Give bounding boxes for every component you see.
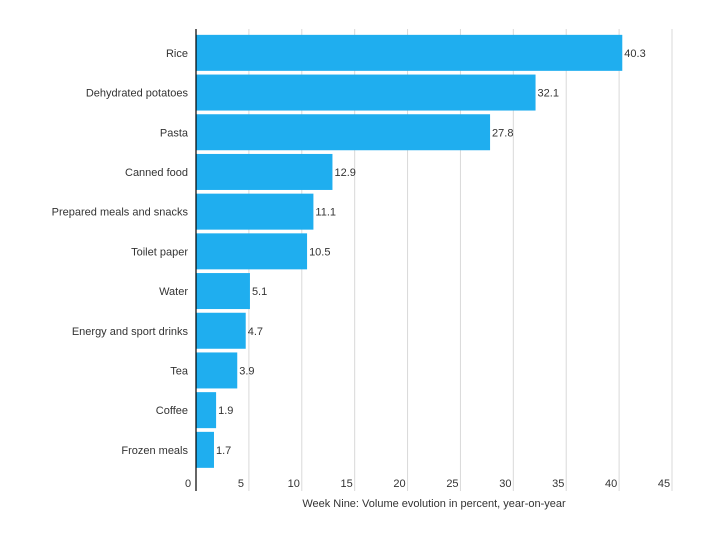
data-label: 32.1: [538, 88, 559, 100]
bar: [196, 273, 250, 310]
x-tick-label: 30: [499, 478, 511, 490]
data-label: 12.9: [334, 167, 355, 179]
x-tick-label: 35: [552, 478, 564, 490]
data-label: 40.3: [624, 48, 645, 60]
category-label: Pasta: [160, 127, 189, 139]
category-label: Energy and sport drinks: [72, 326, 189, 338]
data-label: 3.9: [239, 365, 254, 377]
category-label: Tea: [170, 365, 189, 377]
data-label: 4.7: [248, 326, 263, 338]
category-label: Water: [159, 286, 188, 298]
x-tick-label: 40: [605, 478, 617, 490]
x-axis-title: Week Nine: Volume evolution in percent, …: [302, 498, 566, 510]
x-tick-label: 20: [393, 478, 405, 490]
bar: [196, 114, 491, 151]
bar: [196, 74, 536, 111]
bars: [196, 34, 623, 468]
data-label: 10.5: [309, 246, 330, 258]
x-tick-label: 15: [341, 478, 353, 490]
value-labels: 40.3 32.1 27.8 12.9 11.1 10.5 5.1 4.7 3.9 1.9 1.7: [216, 48, 646, 457]
bar: [196, 153, 333, 190]
bar: [196, 431, 214, 468]
bar: [196, 34, 623, 71]
x-tick-label: 0: [185, 478, 191, 490]
bar: [196, 193, 314, 230]
bar: [196, 312, 246, 349]
category-label: Toilet paper: [131, 246, 188, 258]
category-label: Frozen meals: [121, 445, 188, 457]
category-label: Canned food: [125, 167, 188, 179]
x-tick-labels: 0 5 10 15 20 25 30 35 40 45: [185, 478, 670, 490]
category-label: Rice: [166, 48, 188, 60]
data-label: 1.9: [218, 405, 233, 417]
category-label: Coffee: [156, 405, 188, 417]
data-label: 1.7: [216, 445, 231, 457]
bar: [196, 352, 238, 389]
data-label: 11.1: [315, 207, 336, 219]
category-label: Prepared meals and snacks: [52, 207, 189, 219]
x-tick-label: 25: [446, 478, 458, 490]
category-label: Dehydrated potatoes: [86, 88, 189, 100]
x-tick-label: 45: [658, 478, 670, 490]
x-tick-label: 10: [288, 478, 300, 490]
x-tick-label: 5: [238, 478, 244, 490]
data-label: 5.1: [252, 286, 267, 298]
bar: [196, 392, 217, 429]
data-label: 27.8: [492, 127, 513, 139]
bar: [196, 233, 308, 270]
category-labels: Rice Dehydrated potatoes Pasta Canned food P…: [52, 48, 189, 457]
